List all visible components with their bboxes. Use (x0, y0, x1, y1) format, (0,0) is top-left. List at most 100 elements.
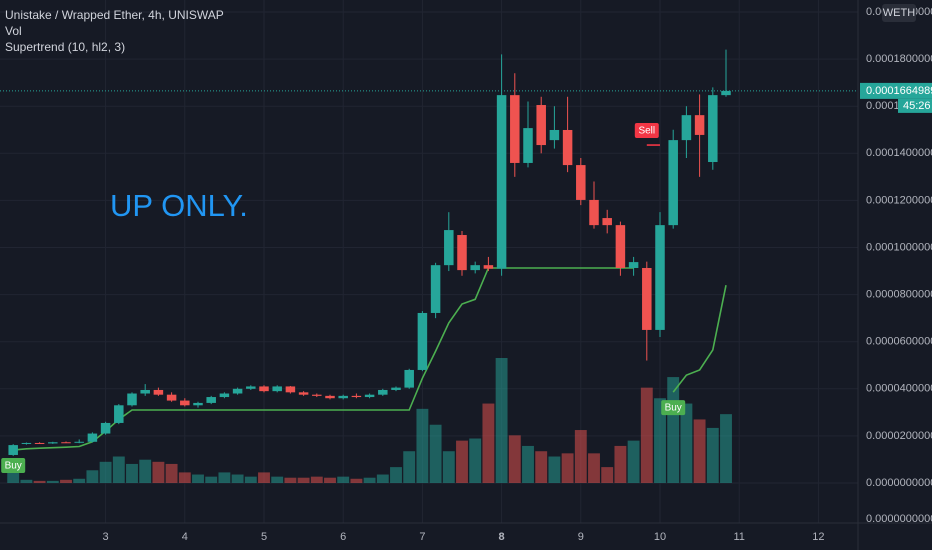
volume-bar (403, 451, 416, 483)
volume-bar (720, 414, 732, 483)
candle-body (589, 199, 599, 226)
volume-bar (337, 476, 350, 483)
x-tick-label: 7 (419, 531, 425, 543)
volume-bar (416, 408, 429, 483)
volume-axis-label: 0.0000000000 (866, 513, 932, 525)
x-tick-label: 8 (499, 531, 505, 543)
volume-bar (456, 440, 468, 483)
volume-bar (376, 474, 389, 483)
volume-bar (640, 387, 653, 483)
candle-body (470, 265, 480, 271)
volume-bar (350, 478, 363, 483)
volume-bar (324, 477, 336, 483)
last-price-label: 0.0001664989 (866, 85, 932, 97)
volume-bar (561, 453, 574, 483)
volume-bar (614, 445, 627, 483)
volume-bar (192, 474, 204, 483)
candle-body (153, 389, 164, 395)
candle-body (259, 386, 269, 392)
candle-body (48, 442, 58, 444)
currency-label: WETH (883, 7, 915, 19)
volume-bar (112, 456, 125, 483)
x-tick-label: 6 (340, 531, 346, 543)
candle-body (364, 394, 375, 398)
indicator-label: Supertrend (10, hl2, 3) (5, 40, 125, 54)
candle-body (655, 225, 665, 330)
candle-body (681, 115, 692, 141)
candle-body (312, 394, 322, 396)
candle-body (338, 395, 348, 399)
volume-bar (495, 358, 508, 483)
volume-bar (442, 451, 455, 483)
x-tick-label: 10 (654, 531, 666, 543)
candle-body (536, 105, 546, 146)
currency-box (882, 4, 916, 22)
candle-body (721, 90, 731, 96)
candle-body (298, 392, 309, 395)
candle-body (549, 129, 560, 141)
volume-bar (99, 461, 112, 483)
volume-bar (429, 424, 442, 483)
signal-label: Sell (638, 126, 655, 137)
candle-body (510, 95, 520, 163)
annotation: UP ONLY. (110, 188, 248, 223)
volume-bar (706, 427, 719, 483)
signal-label: Buy (5, 461, 22, 472)
candle-body (166, 394, 177, 401)
x-tick-label: 3 (103, 531, 109, 543)
volume-bar (574, 430, 587, 483)
y-tick-label: 0.0001400000 (866, 147, 932, 159)
volume-bar (680, 403, 693, 483)
candle-body (708, 95, 718, 163)
candle-body (206, 397, 216, 403)
volume-bar (126, 463, 138, 483)
volume-bar (601, 467, 614, 483)
x-tick-label: 9 (578, 531, 584, 543)
y-tick-label: 0.0000000000 (866, 477, 932, 489)
volume-bar (508, 435, 521, 483)
candle-body (523, 128, 533, 163)
y-tick-label: 0.0001800000 (866, 53, 932, 65)
candle-body (457, 235, 467, 271)
candle-body (694, 115, 705, 135)
volume-bar (363, 477, 376, 483)
volume-bar (482, 403, 495, 483)
y-tick-label: 0.0000200000 (866, 430, 932, 442)
price-axis: 0.0000000000 0.0000200000 0.0000400000 0.00… (103, 4, 932, 543)
countdown-box (898, 98, 932, 113)
candle-body (193, 402, 203, 406)
candle-body (417, 312, 428, 370)
volume-bar (693, 419, 706, 483)
candle-body (668, 140, 678, 226)
indicator-label: Vol (5, 24, 22, 38)
volume-bar (60, 479, 72, 483)
volume-bar (7, 472, 20, 483)
candle-body (21, 442, 32, 444)
volume-bar (297, 477, 310, 483)
signal-box (634, 123, 659, 139)
x-tick-label: 4 (182, 531, 188, 543)
candle-body (61, 442, 71, 444)
candle-body (602, 218, 612, 226)
volume-bar (271, 476, 284, 483)
candle-body (615, 225, 626, 268)
volume-bar (86, 470, 99, 483)
y-tick-label: 0.0000400000 (866, 383, 932, 395)
candle-body (219, 393, 230, 398)
candle-body (562, 129, 573, 166)
volume-bar (535, 451, 548, 483)
candle-body (180, 400, 190, 406)
candle-body (114, 405, 124, 423)
volume-bar (469, 438, 482, 483)
volume-bar (139, 459, 152, 483)
volume-bar (231, 474, 244, 483)
volume-bar (33, 480, 46, 483)
volume-bar (46, 480, 59, 483)
candle-body (232, 388, 243, 394)
candle-body (496, 95, 507, 269)
volume-layer (7, 358, 732, 483)
volume-bar (654, 398, 666, 483)
candle-body (272, 386, 282, 392)
volume-bar (205, 476, 218, 483)
